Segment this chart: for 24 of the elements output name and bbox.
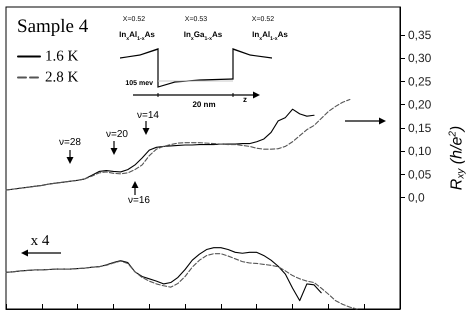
annotation: ν=16 [128,195,150,206]
y-tick-label: 0,35 [408,28,432,42]
line-series [5,253,358,310]
legend-label: 2.8 K [45,70,78,86]
y-tick-label: 0,10 [408,144,432,158]
annotation: ν=28 [59,137,82,148]
annotation: 20 nm [192,100,216,109]
y-axis-title: Rxy (h/e2) [448,126,466,190]
annotation: ν=20 [106,129,128,140]
y-tick-label: 0,15 [408,120,432,135]
annotation: In$_{x}$Al$_{1-x}$As [252,30,288,42]
annotation: In$_{x}$Ga$_{1-x}$As [184,30,223,42]
y-tick-label: 0,20 [408,98,432,112]
y-tick-label: 0,25 [408,74,432,88]
y-tick-label: 0,05 [408,167,432,182]
annotation: x 4 [30,233,50,249]
legend-label: 1.6 K [45,48,78,64]
y-tick-label: 0,0 [408,190,426,204]
annotation: ν=14 [137,110,160,121]
chart-title: Sample 4 [17,16,89,37]
annotation: z [243,95,247,104]
annotation: In$_{x}$Al$_{1-x}$As [119,30,156,42]
y-tick-label: 0,30 [408,51,432,66]
line-series [5,98,350,191]
